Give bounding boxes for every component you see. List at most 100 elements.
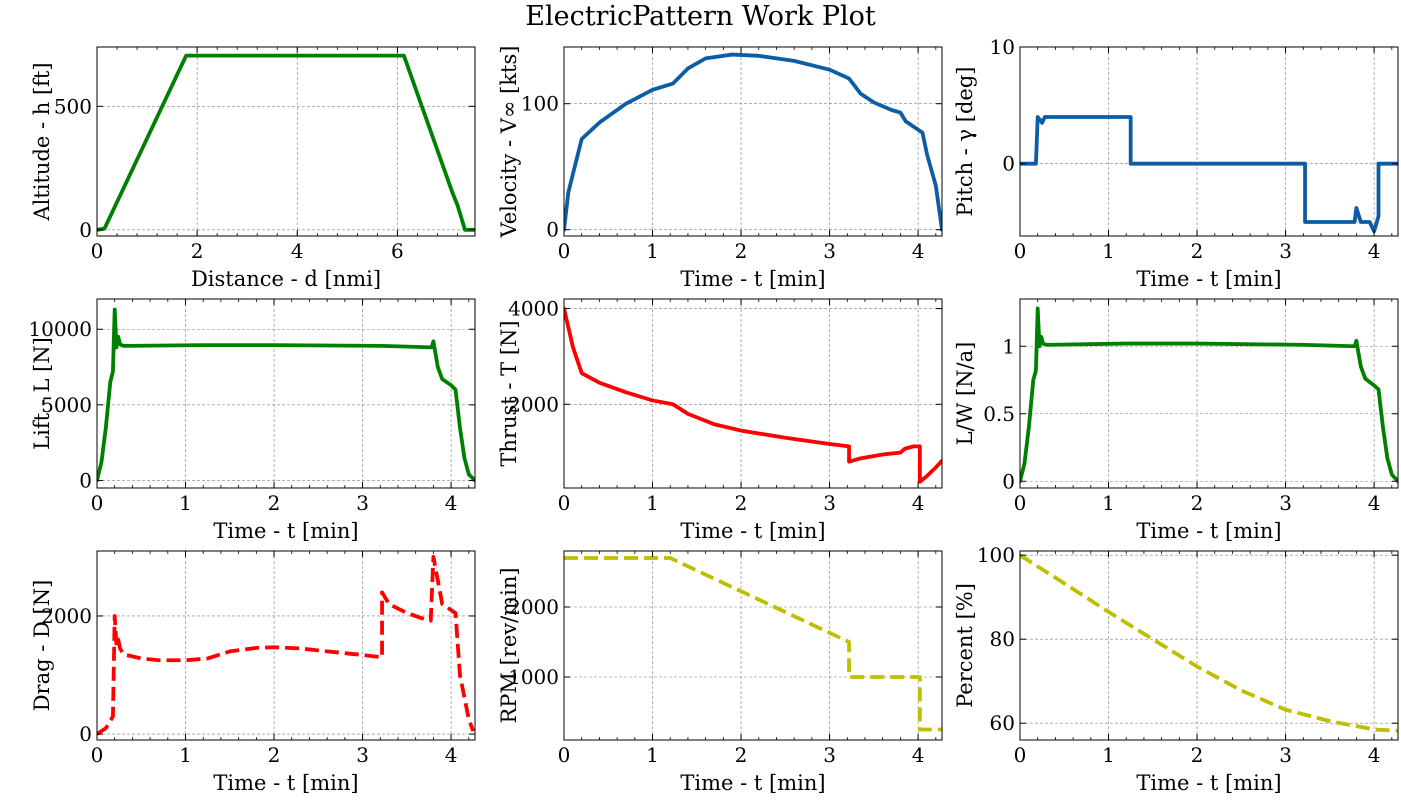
series-line-7-1 — [97, 555, 475, 736]
series-line-6-1 — [1020, 306, 1398, 484]
x-tick-label: 3 — [1279, 239, 1292, 263]
x-tick-label: 3 — [1279, 491, 1292, 515]
y-axis-label: RPM [rev/min] — [497, 567, 521, 723]
y-tick-label: 1000 — [508, 665, 559, 689]
y-tick-label: 0 — [1002, 152, 1015, 176]
x-tick-label: 3 — [1279, 743, 1292, 767]
y-tick-label: 0 — [79, 218, 92, 242]
x-tick-label: 0 — [91, 239, 104, 263]
axes-frame — [96, 46, 476, 237]
y-axis-label: Drag - D [N] — [30, 580, 54, 712]
y-tick-label: 1 — [1002, 334, 1015, 358]
x-tick-label: 6 — [391, 239, 404, 263]
y-tick-label: 10 — [990, 35, 1015, 59]
y-tick-label: 0 — [546, 218, 559, 242]
series-line-3-1 — [1020, 115, 1398, 234]
y-tick-label: 0.5 — [983, 402, 1015, 426]
series-line-2-1 — [564, 52, 942, 232]
x-tick-label: 4 — [445, 491, 458, 515]
x-tick-label: 0 — [1014, 743, 1027, 767]
x-tick-label: 4 — [1368, 743, 1381, 767]
x-tick-label: 3 — [823, 239, 836, 263]
chart-panel-1: 0 2 4 6 0 500 Distance - d [nmi] Altitude - h [… — [30, 46, 476, 291]
y-axis-label: Altitude - h [ft] — [30, 62, 54, 221]
x-tick-label: 2 — [1191, 743, 1204, 767]
axes-frame — [96, 298, 476, 489]
axes-frame — [563, 298, 943, 489]
axes-frame — [563, 46, 943, 237]
y-axis-label: Thrust - T [N] — [497, 320, 521, 466]
x-tick-label: 0 — [91, 491, 104, 515]
y-tick-label: 80 — [990, 627, 1015, 651]
x-tick-label: 1 — [179, 743, 192, 767]
x-axis-label: Time - t [min] — [213, 771, 358, 795]
x-tick-label: 2 — [1191, 491, 1204, 515]
series-line-1-1 — [97, 53, 475, 232]
chart-panel-2: 0 1 2 3 4 0 100 Time - t [min] Velocity - V∞ [kt… — [497, 46, 943, 291]
chart-panel-9: 0 1 2 3 4 60 80 100 Time - t [min] Percent [%] — [953, 543, 1399, 795]
y-axis-label: L/W [N/a] — [953, 342, 977, 446]
x-tick-label: 2 — [191, 239, 204, 263]
y-tick-label: 100 — [977, 543, 1015, 567]
x-tick-label: 3 — [356, 743, 369, 767]
x-tick-label: 3 — [823, 743, 836, 767]
x-tick-label: 0 — [1014, 239, 1027, 263]
x-tick-label: 4 — [1368, 491, 1381, 515]
y-tick-label: 2000 — [41, 604, 92, 628]
x-tick-label: 0 — [91, 743, 104, 767]
x-tick-label: 1 — [1102, 239, 1115, 263]
x-axis-label: Time - t [min] — [213, 519, 358, 543]
chart-panel-7: 0 1 2 3 4 0 2000 Time - t [min] Drag - D [N] — [30, 550, 476, 795]
x-axis-label: Time - t [min] — [1136, 519, 1281, 543]
x-axis-label: Time - t [min] — [1136, 267, 1281, 291]
y-tick-label: 60 — [990, 711, 1015, 735]
figure-title: ElectricPattern Work Plot — [525, 1, 876, 32]
x-tick-label: 4 — [912, 743, 925, 767]
x-tick-label: 2 — [735, 743, 748, 767]
x-tick-label: 4 — [1368, 239, 1381, 263]
x-tick-label: 2 — [268, 491, 281, 515]
y-tick-label: 5000 — [41, 393, 92, 417]
x-axis-label: Time - t [min] — [680, 267, 825, 291]
x-tick-label: 2 — [735, 239, 748, 263]
series-line-5-1 — [564, 306, 942, 484]
x-tick-label: 1 — [1102, 491, 1115, 515]
x-axis-label: Time - t [min] — [1136, 771, 1281, 795]
x-tick-label: 0 — [558, 491, 571, 515]
axes-frame — [1019, 46, 1399, 237]
y-axis-label: Lift - L [N] — [30, 337, 54, 450]
x-tick-label: 0 — [1014, 491, 1027, 515]
axes-frame — [96, 550, 476, 741]
series-line-8-1 — [564, 556, 942, 732]
x-tick-label: 0 — [558, 743, 571, 767]
chart-panel-6: 0 1 2 3 4 0 0.5 1 Time - t [min] L/W [N/a] — [953, 298, 1399, 543]
y-tick-label: 0 — [79, 468, 92, 492]
x-tick-label: 0 — [558, 239, 571, 263]
x-tick-label: 1 — [1102, 743, 1115, 767]
x-tick-label: 1 — [646, 743, 659, 767]
y-tick-label: 2000 — [508, 392, 559, 416]
x-tick-label: 4 — [912, 239, 925, 263]
x-tick-label: 2 — [1191, 239, 1204, 263]
x-tick-label: 3 — [823, 491, 836, 515]
x-axis-label: Distance - d [nmi] — [191, 267, 381, 291]
x-tick-label: 1 — [179, 491, 192, 515]
y-tick-label: 0 — [79, 722, 92, 746]
x-tick-label: 2 — [268, 743, 281, 767]
y-tick-label: 0 — [1002, 469, 1015, 493]
y-tick-label: 500 — [54, 94, 92, 118]
y-tick-label: 10000 — [28, 317, 92, 341]
y-axis-label: Percent [%] — [953, 583, 977, 708]
y-tick-label: 4000 — [508, 297, 559, 321]
x-axis-label: Time - t [min] — [680, 771, 825, 795]
x-tick-label: 1 — [646, 239, 659, 263]
chart-panel-4: 0 1 2 3 4 0 5000 10000 Time - t [min] Lift - L [N… — [28, 298, 476, 543]
y-tick-label: 100 — [521, 92, 559, 116]
axes-frame — [1019, 298, 1399, 489]
chart-panel-5: 0 1 2 3 4 2000 4000 Time - t [min] Thrust - T [N… — [497, 297, 943, 543]
series-line-4-1 — [97, 307, 475, 483]
x-tick-label: 4 — [291, 239, 304, 263]
x-tick-label: 1 — [646, 491, 659, 515]
y-axis-label: Velocity - V∞ [kts] — [497, 46, 521, 239]
